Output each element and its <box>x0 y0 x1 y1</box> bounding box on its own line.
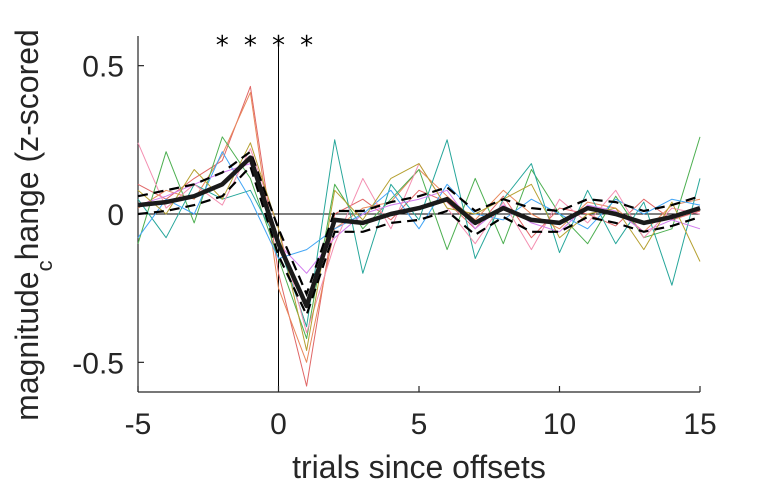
significance-star: * <box>244 31 257 61</box>
y-axis-label-main: magnitude <box>9 271 45 420</box>
series-line-subject-2 <box>137 91 701 363</box>
x-tick-label: 10 <box>543 408 576 441</box>
mean-line <box>137 155 701 309</box>
significance-star: * <box>272 31 285 61</box>
series-line-subject-3 <box>137 136 701 340</box>
subject-lines <box>137 85 701 387</box>
significance-star: * <box>300 31 313 61</box>
mean-and-ci-lines <box>137 149 701 318</box>
ci-lower-line <box>137 164 701 318</box>
x-tick-label: -5 <box>125 408 152 441</box>
significance-star: * <box>216 31 229 61</box>
series-line-subject-8 <box>137 142 701 351</box>
x-tick-label: 0 <box>270 408 287 441</box>
series-line-subject-1 <box>137 85 701 387</box>
significance-markers: * * * * <box>216 31 313 61</box>
y-tick-label: 0 <box>107 199 124 232</box>
y-tick-label: -0.5 <box>72 347 124 380</box>
y-axis-label-rest: hange (z-scored <box>9 29 45 260</box>
x-axis-label: trials since offsets <box>292 449 546 485</box>
series-line-subject-4 <box>137 139 701 328</box>
y-axis-label: magnitudechange (z-scored <box>9 29 57 421</box>
ci-upper-line <box>137 149 701 298</box>
y-tick-label: 0.5 <box>82 51 124 84</box>
tick-labels: -5 0 5 10 15 -0.5 0 0.5 <box>72 51 716 441</box>
x-tick-label: 15 <box>683 408 716 441</box>
series-line-subject-6 <box>137 163 701 274</box>
x-tick-label: 5 <box>411 408 428 441</box>
y-axis-label-subscript: c <box>32 260 57 271</box>
